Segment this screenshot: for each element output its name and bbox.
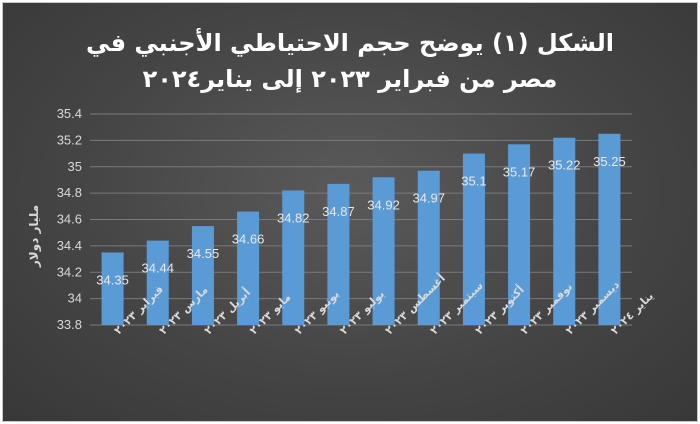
chart-title-line-1: الشكل (١) يوضح حجم الاحتياطي الأجنبي في [86, 29, 614, 57]
data-label: 34.66 [232, 232, 265, 247]
bar [508, 144, 531, 325]
bar [282, 190, 305, 325]
data-label: 35.1 [461, 174, 486, 189]
data-label: 35.25 [593, 154, 626, 169]
chart-title: الشكل (١) يوضح حجم الاحتياطي الأجنبي في … [63, 25, 637, 97]
y-tick-label: 34 [68, 291, 82, 306]
data-label: 34.55 [187, 246, 220, 261]
bar [372, 177, 395, 325]
bar [191, 226, 214, 325]
bar [101, 252, 124, 325]
data-label: 34.82 [277, 210, 310, 225]
y-tick-label: 34.4 [57, 238, 82, 253]
bar [327, 183, 350, 325]
data-label: 34.44 [141, 261, 174, 276]
chart-title-line-2: مصر من فبراير ٢٠٢٣ إلى يناير٢٠٢٤ [142, 65, 558, 93]
bar [462, 153, 485, 325]
data-label: 34.87 [322, 204, 355, 219]
y-tick-label: 34.2 [57, 264, 82, 279]
y-tick-label: 35.2 [57, 132, 82, 147]
bar [146, 240, 169, 325]
y-tick-label: 35.4 [57, 106, 82, 121]
y-tick-label: 34.8 [57, 185, 82, 200]
gridlines [90, 113, 632, 326]
data-label: 34.92 [367, 197, 400, 212]
y-tick-labels: 33.8 34 34.2 34.4 34.6 34.8 35 35.2 35.4 [57, 106, 82, 332]
data-label: 35.17 [503, 164, 536, 179]
data-labels: 34.35 34.44 34.55 34.66 34.82 34.87 34.92 34.97… [96, 154, 625, 288]
data-label: 34.35 [96, 272, 129, 287]
data-label: 34.97 [412, 191, 445, 206]
y-axis-title: مليار دولار [27, 205, 42, 268]
data-label: 35.22 [548, 158, 581, 173]
bar [237, 211, 260, 325]
bar [417, 170, 440, 325]
y-tick-label: 34.6 [57, 212, 82, 227]
bar [598, 133, 621, 325]
y-tick-label: 35 [68, 159, 82, 174]
bar [553, 137, 576, 325]
y-tick-label: 33.8 [57, 317, 82, 332]
bars [101, 133, 621, 325]
